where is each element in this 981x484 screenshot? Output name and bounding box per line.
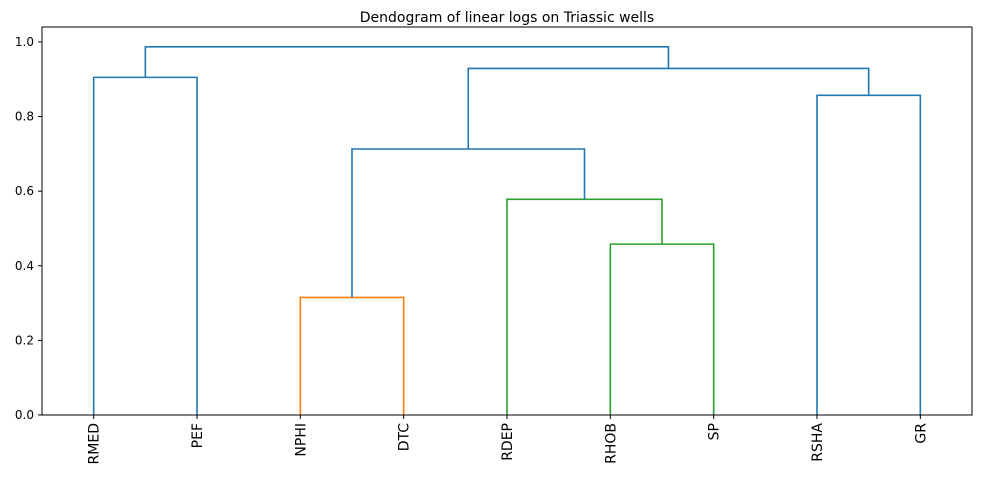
leaf-label-rhob: RHOB	[603, 423, 619, 464]
leaf-label-gr: GR	[913, 423, 929, 444]
link-nphi-dtc	[299, 296, 405, 415]
dendrogram-links	[92, 45, 922, 415]
leaf-label-dtc: DTC	[397, 423, 413, 452]
link-m_npdt-m_rdep	[351, 148, 586, 298]
leaf-label-sp: SP	[707, 423, 723, 440]
leaf-label-rsha: RSHA	[810, 423, 826, 462]
link-m_mid-m_gr	[467, 67, 870, 149]
leaf-label-rdep: RDEP	[500, 423, 516, 461]
y-tick-label: 0.8	[15, 110, 34, 124]
link-m_rmpef-m_right	[144, 45, 670, 78]
link-rhob-sp	[609, 243, 715, 415]
y-tick-label: 0.2	[15, 333, 34, 347]
x-axis: RMED PEF NPHI DTC RDEP RHOB SP RSHA GR	[87, 415, 929, 464]
link-rdep-m_rhsp	[506, 198, 663, 415]
leaf-label-pef: PEF	[190, 423, 206, 448]
y-axis: 0.0 0.2 0.4 0.6 0.8 1.0	[15, 35, 42, 422]
leaf-label-nphi: NPHI	[293, 423, 309, 457]
chart-title: Dendogram of linear logs on Triassic wel…	[360, 10, 654, 26]
y-tick-label: 0.4	[15, 259, 34, 273]
y-tick-label: 1.0	[15, 35, 34, 49]
y-tick-label: 0.6	[15, 184, 34, 198]
link-rsha-gr	[816, 94, 922, 415]
link-rmed-pef	[92, 76, 198, 415]
y-tick-label: 0.0	[15, 408, 34, 422]
leaf-label-rmed: RMED	[87, 423, 103, 464]
